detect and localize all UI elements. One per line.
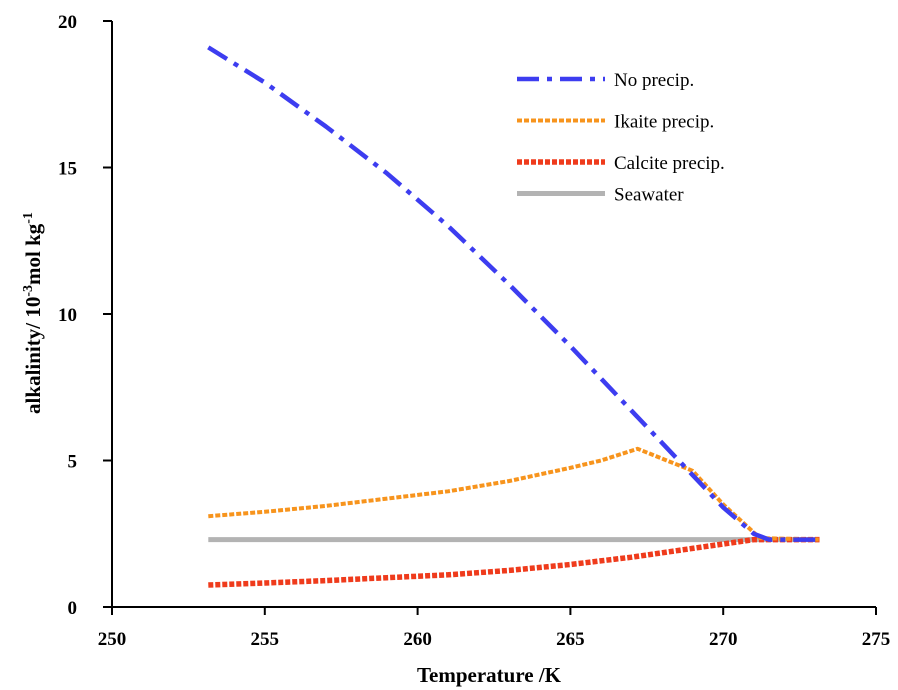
x-ticks: 250 255 260 265 270 275 [98,607,891,650]
y-axis-title-base: alkalinity/ 10 [21,297,45,414]
y-axis-title: alkalinity/ 10-3mol kg-1 [21,212,45,414]
y-tick-label: 20 [58,12,77,33]
y-tick-label: 15 [58,159,77,180]
legend-label: Calcite precip. [614,153,725,174]
y-tick-label: 10 [58,305,77,326]
x-tick-label: 250 [98,629,127,650]
plot-lines [207,45,820,588]
legend: No precip. Ikaite precip. Calcite precip. S… [517,70,725,206]
legend-label: No precip. [614,70,694,91]
x-tick-label: 255 [251,629,280,650]
series-line-calcite-precip [208,536,820,588]
x-tick-label: 270 [709,629,738,650]
y-axis-title-exp2: -1 [21,212,36,224]
y-axis-title-mid: mol kg [21,223,45,285]
legend-label: Ikaite precip. [614,112,714,133]
x-tick-label: 275 [862,629,891,650]
x-tick-label: 265 [556,629,585,650]
y-tick-label: 5 [68,452,78,473]
y-axis-title-exp1: -3 [21,285,36,297]
y-ticks: 0 5 10 15 20 [58,12,112,619]
axes: 250 255 260 265 270 275 0 5 10 15 20 [58,12,890,650]
x-tick-label: 260 [403,629,432,650]
series-line-ikaite-precip [208,446,820,542]
series-line-no-precip [207,45,820,542]
legend-label: Seawater [614,185,684,206]
y-tick-label: 0 [68,598,78,619]
x-axis-title: Temperature /K [417,663,562,687]
